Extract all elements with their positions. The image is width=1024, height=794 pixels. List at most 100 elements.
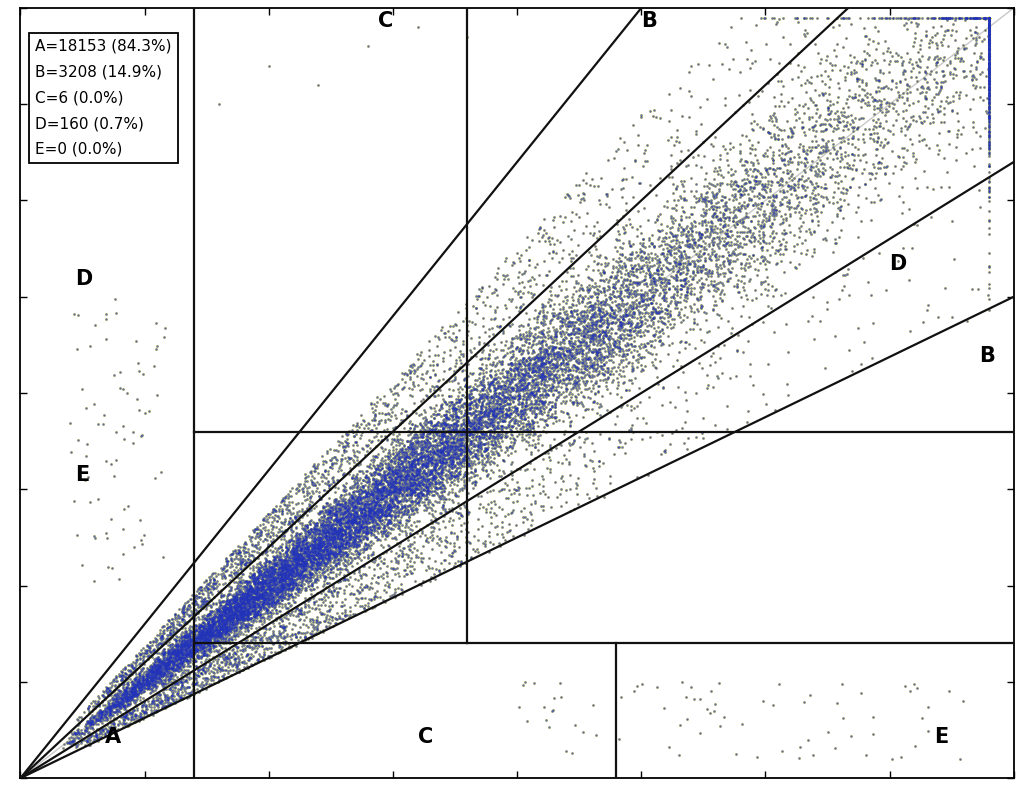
Point (278, 580, 294, 593)
Point (850, 148, 866, 161)
Point (287, 578, 303, 591)
Point (265, 564, 282, 576)
Point (391, 470, 408, 483)
Point (981, 25, 997, 37)
Point (110, 690, 126, 703)
Point (437, 411, 454, 424)
Point (406, 485, 422, 498)
Point (965, 32, 981, 44)
Point (62, 416, 79, 429)
Point (135, 670, 152, 683)
Point (502, 376, 518, 388)
Point (322, 543, 338, 556)
Point (359, 523, 376, 536)
Point (868, 148, 885, 161)
Point (483, 364, 500, 376)
Point (802, 91, 818, 104)
Point (312, 546, 329, 559)
Point (804, 177, 820, 190)
Point (346, 505, 362, 518)
Point (157, 653, 173, 665)
Point (614, 349, 631, 362)
Point (568, 342, 585, 355)
Point (592, 305, 608, 318)
Point (434, 461, 451, 474)
Point (781, 218, 798, 231)
Point (729, 234, 745, 247)
Point (364, 435, 380, 448)
Point (459, 406, 475, 418)
Point (488, 390, 505, 403)
Point (187, 592, 204, 605)
Point (646, 311, 663, 324)
Point (497, 299, 513, 312)
Point (215, 563, 231, 576)
Point (437, 408, 454, 421)
Point (155, 644, 171, 657)
Point (150, 665, 166, 678)
Point (311, 486, 328, 499)
Point (435, 445, 452, 458)
Point (240, 606, 256, 619)
Point (287, 574, 303, 587)
Point (466, 414, 482, 426)
Point (662, 308, 678, 321)
Point (158, 690, 174, 703)
Point (489, 439, 506, 452)
Point (293, 606, 309, 619)
Point (386, 481, 402, 494)
Point (173, 657, 189, 669)
Point (365, 459, 381, 472)
Point (591, 343, 607, 356)
Point (387, 471, 403, 484)
Point (629, 250, 645, 263)
Point (711, 230, 727, 243)
Point (462, 417, 478, 430)
Point (666, 243, 682, 256)
Point (542, 317, 558, 330)
Point (544, 401, 560, 414)
Point (81, 700, 97, 712)
Point (981, 11, 997, 24)
Point (981, 11, 997, 24)
Point (202, 612, 218, 625)
Point (451, 541, 467, 553)
Point (604, 345, 621, 358)
Point (122, 707, 138, 720)
Point (772, 198, 788, 211)
Point (557, 372, 573, 385)
Point (139, 670, 156, 683)
Point (392, 516, 409, 529)
Point (159, 649, 175, 661)
Point (257, 589, 273, 602)
Point (564, 245, 581, 257)
Point (105, 684, 122, 697)
Point (408, 431, 424, 444)
Point (224, 607, 241, 620)
Point (264, 631, 281, 644)
Point (181, 634, 198, 646)
Point (174, 650, 190, 663)
Point (434, 437, 451, 449)
Point (214, 588, 230, 601)
Point (282, 563, 298, 576)
Point (472, 285, 488, 298)
Point (242, 607, 258, 620)
Point (592, 345, 608, 358)
Point (636, 310, 652, 322)
Point (204, 619, 220, 632)
Point (209, 611, 225, 623)
Point (445, 496, 462, 509)
Point (407, 422, 423, 435)
Point (220, 588, 237, 601)
Point (514, 319, 530, 332)
Point (701, 228, 718, 241)
Point (152, 632, 168, 645)
Point (481, 412, 498, 425)
Point (505, 419, 521, 432)
Point (296, 477, 312, 490)
Point (269, 567, 286, 580)
Point (544, 358, 560, 371)
Point (876, 80, 892, 93)
Point (734, 215, 751, 228)
